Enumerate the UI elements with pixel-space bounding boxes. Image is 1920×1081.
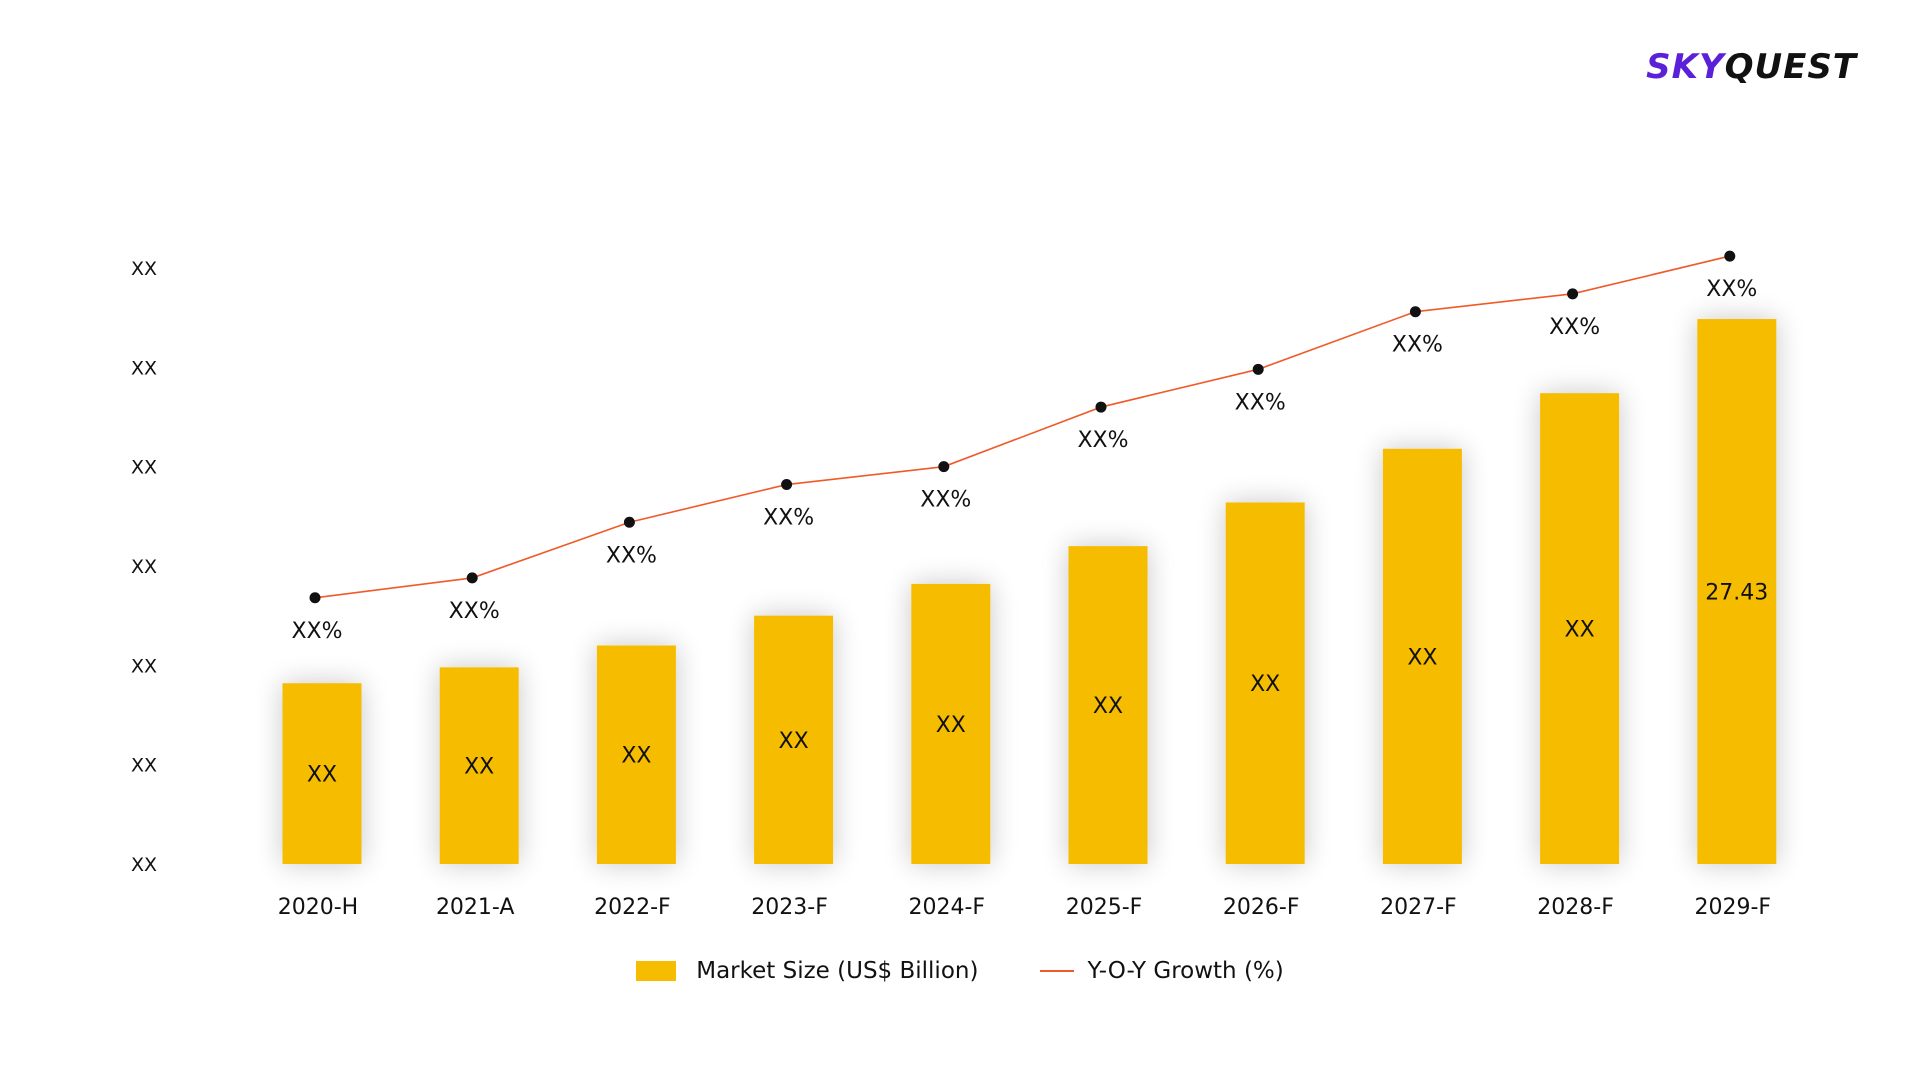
y-tick-label: XX (131, 357, 157, 379)
x-tick-label: 2026-F (1223, 895, 1300, 920)
growth-line (314, 255, 1730, 599)
x-tick-label: 2020-H (278, 895, 358, 920)
bar-2028-F (1540, 393, 1620, 864)
growth-point (623, 516, 635, 528)
bar-value-label: XX (464, 755, 494, 780)
bar-2022-F (596, 645, 676, 864)
bar-value-label: XX (779, 729, 809, 754)
bar-2021-A (439, 667, 519, 864)
growth-label: XX% (1235, 390, 1286, 415)
bar-series (282, 319, 1777, 864)
x-tick-label: 2021-A (436, 895, 515, 920)
y-tick-label: XX (131, 755, 157, 777)
x-tick-label: 2025-F (1066, 895, 1143, 920)
growth-label: XX% (1549, 315, 1600, 340)
bar-value-label: XX (1093, 694, 1123, 719)
legend-item-yoy-growth: Y-O-Y Growth (%) (1040, 958, 1284, 984)
bar-value-labels: XX XX XX XX XX XX XX XX XX 27.43 (307, 581, 1768, 788)
growth-label: XX% (920, 488, 971, 513)
legend-swatch-bar (636, 961, 677, 981)
growth-label: XX% (606, 543, 657, 568)
legend-label-market-size: Market Size (US$ Billion) (696, 958, 979, 984)
skyquest-logo: SKYQUEST (1646, 47, 1857, 87)
y-tick-label: XX (131, 854, 157, 876)
growth-point (1409, 306, 1421, 318)
bar-2027-F (1382, 448, 1462, 864)
legend-label-yoy-growth: Y-O-Y Growth (%) (1087, 958, 1284, 984)
bar-2020-H (282, 683, 362, 864)
bar-value-label: 27.43 (1705, 581, 1768, 606)
bar-value-label: XX (1407, 645, 1437, 670)
y-tick-label: XX (131, 258, 157, 280)
x-tick-label: 2027-F (1380, 895, 1457, 920)
growth-label: XX% (1392, 333, 1443, 358)
growth-label: XX% (1706, 277, 1757, 302)
y-axis: XX XX XX XX XX XX XX (131, 258, 157, 876)
bar-2023-F (754, 615, 834, 864)
bar-value-label: XX (621, 744, 651, 769)
y-tick-label: XX (131, 457, 157, 479)
x-tick-label: 2029-F (1695, 895, 1772, 920)
x-tick-label: 2022-F (594, 895, 671, 920)
growth-point (1567, 288, 1579, 300)
growth-label: XX% (763, 506, 814, 531)
growth-point (1724, 250, 1736, 262)
growth-label: XX% (449, 599, 500, 624)
bar-2026-F (1225, 502, 1305, 864)
bar-value-label: XX (936, 713, 966, 738)
bar-2029-F (1697, 319, 1777, 864)
y-tick-label: XX (131, 655, 157, 677)
growth-label: XX% (291, 619, 342, 644)
growth-point (1095, 401, 1107, 413)
bar-2024-F (911, 583, 991, 864)
growth-point (938, 461, 950, 473)
x-tick-label: 2024-F (909, 895, 986, 920)
chart-legend: Market Size (US$ Billion) Y-O-Y Growth (… (0, 958, 1920, 984)
bar-value-label: XX (1250, 672, 1280, 697)
y-tick-label: XX (131, 556, 157, 578)
x-axis: 2020-H 2021-A 2022-F 2023-F 2024-F 2025-F 2026… (278, 895, 1771, 920)
growth-line-series: XX% XX% XX% XX% XX% XX% XX% XX% XX% XX% (291, 250, 1757, 644)
growth-point (781, 479, 793, 491)
bar-2025-F (1068, 546, 1148, 864)
x-tick-label: 2028-F (1537, 895, 1614, 920)
bar-value-label: XX (1565, 618, 1595, 643)
growth-label: XX% (1077, 428, 1128, 453)
growth-point (466, 572, 478, 584)
growth-point (309, 592, 321, 604)
bar-value-label: XX (307, 763, 337, 788)
growth-point (1252, 363, 1264, 375)
x-tick-label: 2023-F (751, 895, 828, 920)
legend-swatch-line (1040, 970, 1075, 972)
legend-item-market-size: Market Size (US$ Billion) (636, 958, 978, 984)
